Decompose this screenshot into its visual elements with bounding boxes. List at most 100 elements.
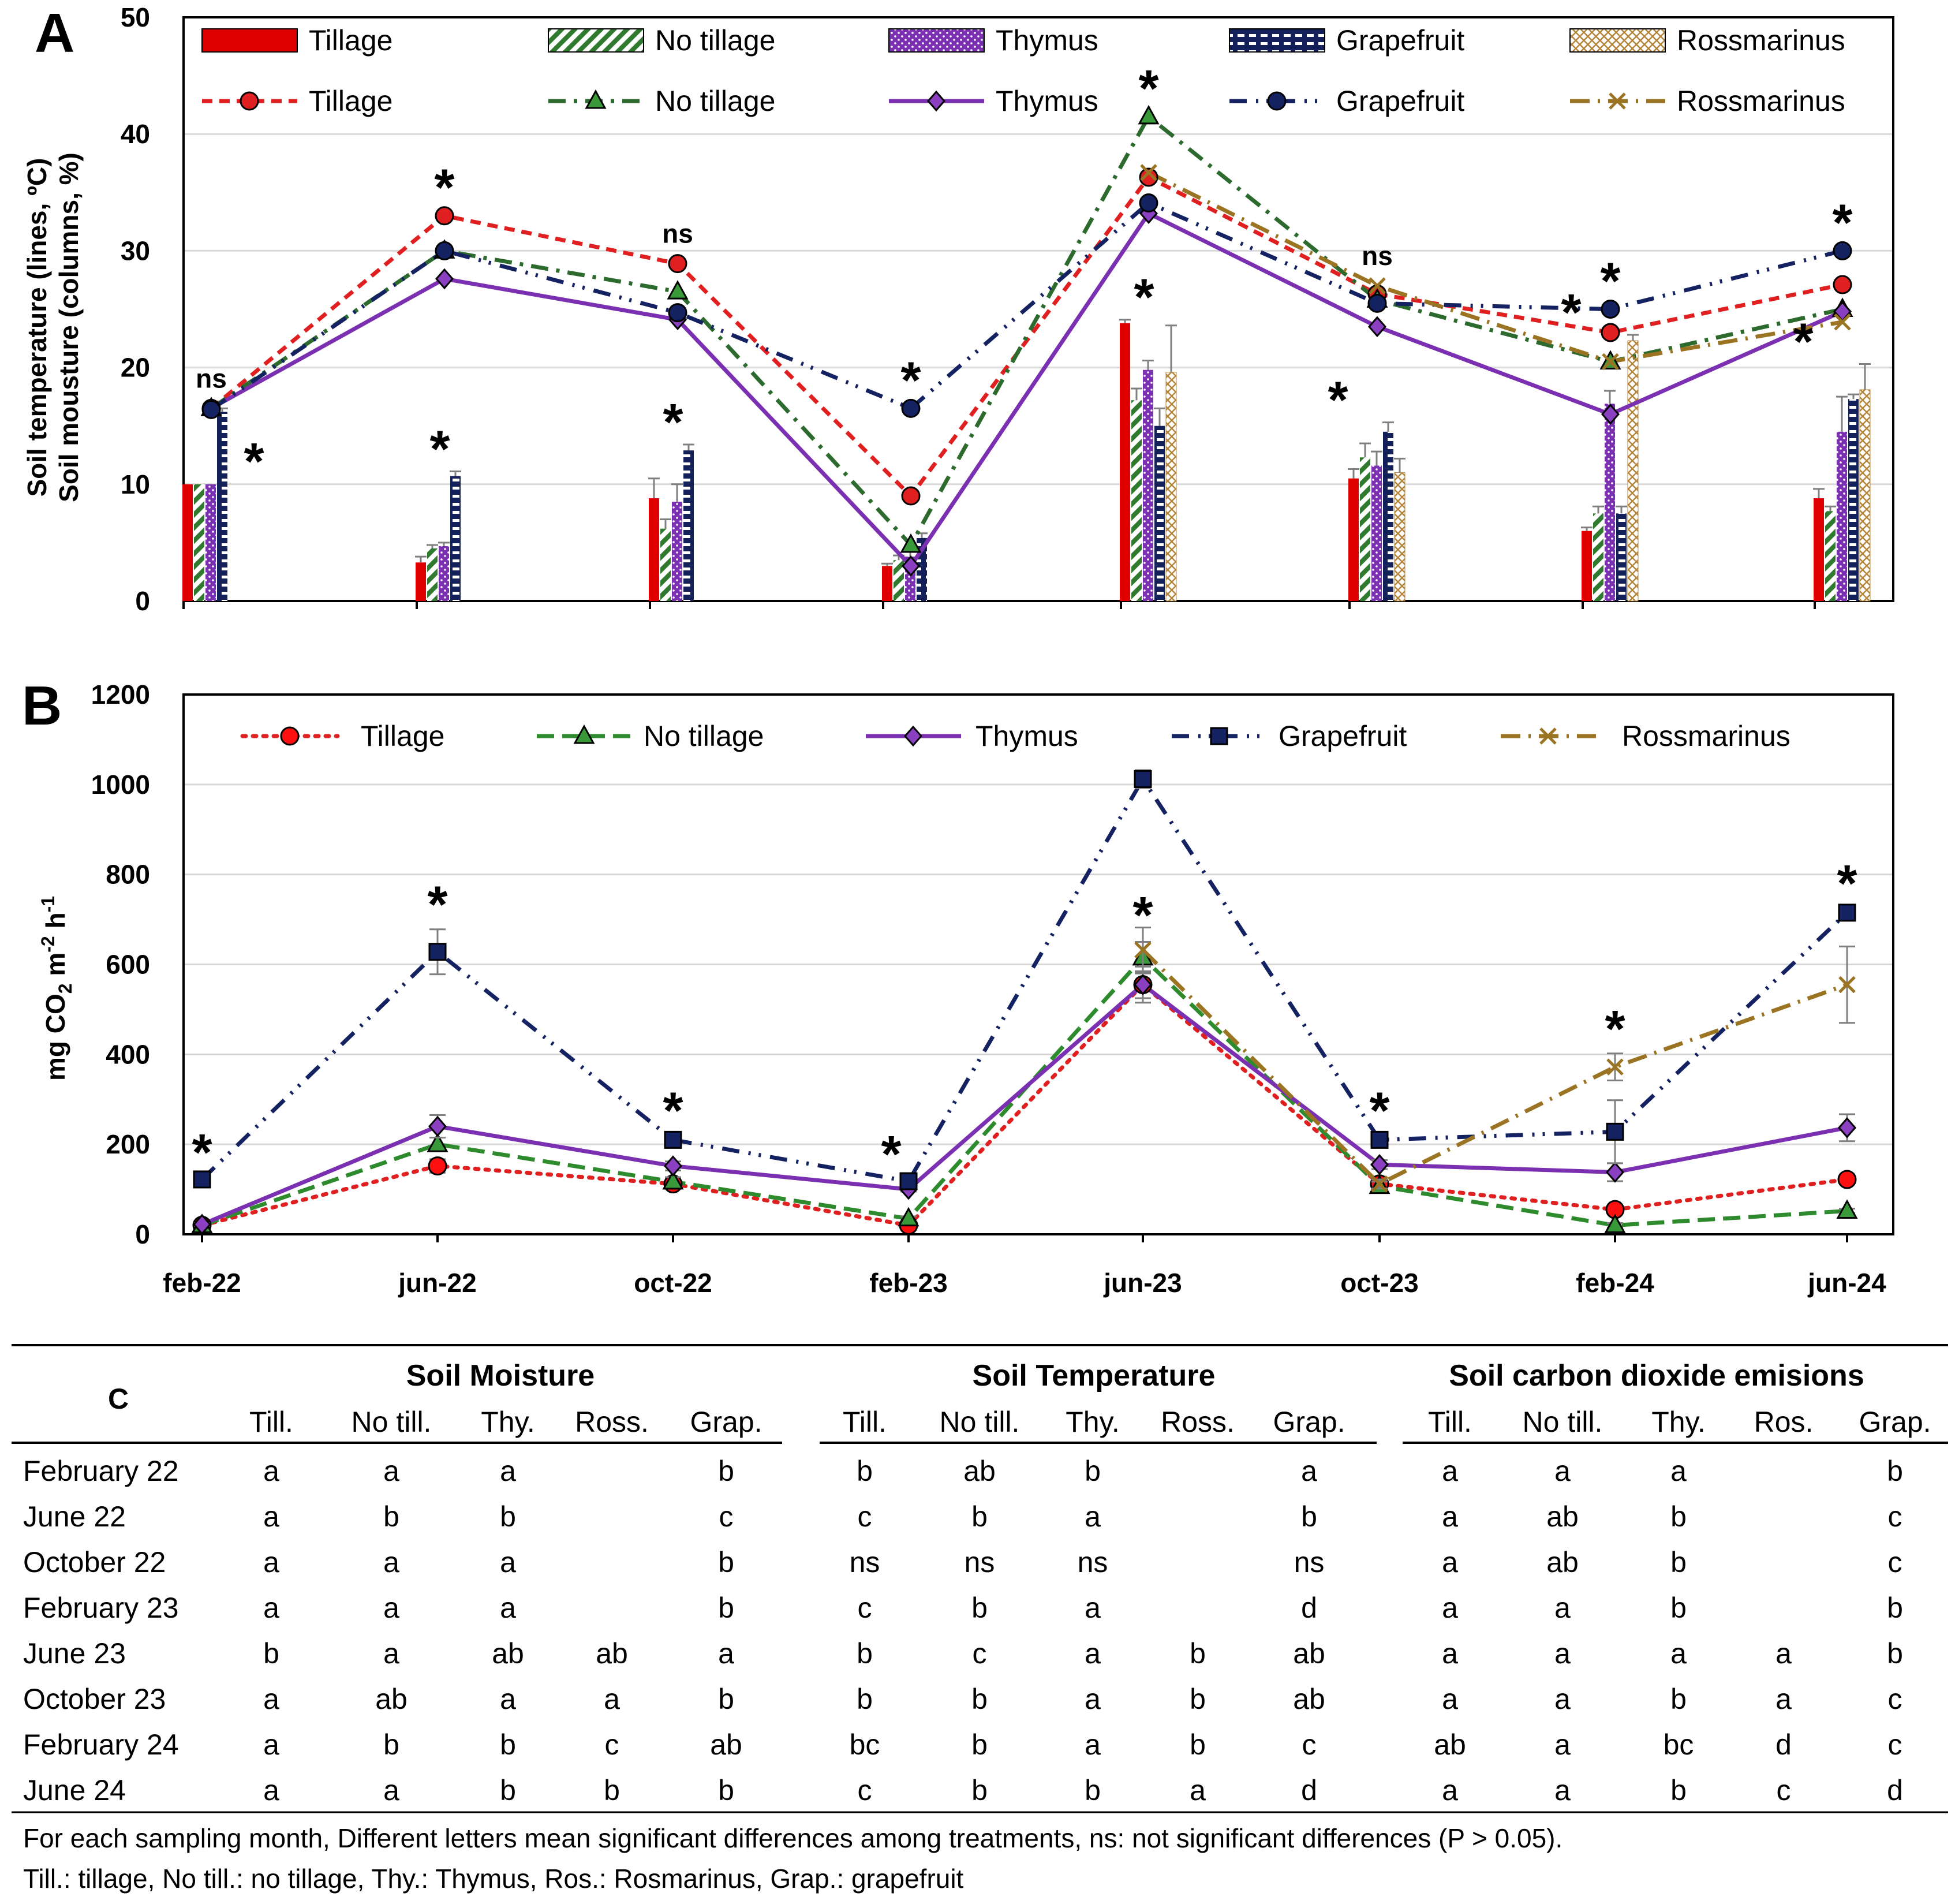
table-cell: b (971, 1728, 988, 1761)
annotation-star: * (244, 433, 264, 491)
legend-label-tillage: Tillage (309, 24, 393, 57)
legend-a: Tillage No tillage Thymus Grapefruit Rossmar… (201, 24, 1845, 117)
table-cell: a (1775, 1683, 1792, 1715)
chart-b: B mg CO2 m-2 h-1 0 200 400 600 800 1000 1200 f… (22, 675, 1894, 1298)
point-grapefruit (193, 1170, 211, 1189)
bar-no-tillage (1593, 513, 1603, 601)
point-grapefruit (664, 1130, 682, 1149)
y-tick-label-a: 30 (121, 236, 150, 266)
table-cell: ab (963, 1455, 996, 1487)
legend-label-thymus: Thymus (996, 85, 1098, 117)
y-tick-label-b: 0 (135, 1219, 150, 1249)
annotation-star: * (434, 159, 454, 217)
y-tick-label-a: 20 (121, 353, 150, 383)
table-cell: a (1554, 1683, 1571, 1715)
plot-frame-b (182, 693, 1894, 1235)
subheader-cell: Thy. (481, 1406, 535, 1438)
line-rossmarinus (1141, 949, 1848, 1186)
annotation-star: * (429, 421, 450, 479)
bar-grapefruit (217, 412, 227, 601)
lines-b (191, 769, 1858, 1235)
group-header-moisture: Soil Moisture (406, 1359, 595, 1392)
table-cell: b (718, 1683, 734, 1715)
table-cell: b (263, 1637, 279, 1670)
legend-swatch-rossmarinus (1569, 28, 1666, 53)
y-axis-label-a-line2: Soil mousture (columns, %) (54, 152, 84, 502)
point-thymus (1606, 1162, 1624, 1183)
table-cell: a (383, 1637, 399, 1670)
y-tick-label-b: 1000 (91, 770, 150, 800)
table-cell: c (858, 1774, 872, 1806)
annotation-star: * (1328, 372, 1348, 430)
subheader-cell: No till. (352, 1406, 432, 1438)
legend-swatch-grapefruit (1229, 28, 1325, 53)
legend-label-tillage: Tillage (309, 85, 393, 117)
bar-rossmarinus (1165, 372, 1177, 602)
legend-marker-grapefruit (1267, 91, 1287, 111)
annotation-star: * (1793, 313, 1813, 371)
y-tick-label-b: 800 (106, 860, 150, 890)
table-cell: b (718, 1546, 734, 1578)
legend-label-rossmarinus: Rossmarinus (1677, 24, 1845, 57)
table-cell: a (1554, 1728, 1571, 1761)
table-cell: b (1085, 1455, 1101, 1487)
table-cell: a (263, 1774, 279, 1806)
panel-label-a: A (35, 2, 74, 64)
subheader-cell: Grap. (1859, 1406, 1931, 1438)
table-cell: a (1301, 1455, 1317, 1487)
annotation-star: * (663, 394, 683, 451)
table-cell: ns (1078, 1546, 1108, 1578)
bar-thymus (1143, 369, 1153, 601)
row-label: October 22 (23, 1546, 166, 1578)
bar-grapefruit (683, 450, 694, 601)
line-tillage (210, 175, 1843, 498)
legend-label-tillage: Tillage (361, 720, 444, 752)
annotation-star-b: * (427, 876, 447, 934)
row-label: June 23 (23, 1637, 126, 1670)
point-thymus (193, 1214, 211, 1235)
table-cell: b (971, 1774, 988, 1806)
table-cell: b (718, 1774, 734, 1806)
point-grapefruit (1139, 193, 1158, 212)
bar-grapefruit (450, 476, 461, 601)
bar-rossmarinus (1627, 340, 1639, 602)
annotation-star-b: * (192, 1124, 212, 1182)
panel-label-b: B (22, 675, 62, 737)
y-tick-label-b: 600 (106, 950, 150, 980)
table-cell: ab (1546, 1546, 1579, 1578)
table-cell: a (263, 1455, 279, 1487)
table-cell: ab (710, 1728, 742, 1761)
table-cell: b (971, 1500, 988, 1533)
table-cell: b (1670, 1774, 1687, 1806)
subheader-cell: Ross. (575, 1406, 649, 1438)
legend-swatch-no-tillage (548, 28, 644, 53)
point-thymus (1368, 316, 1386, 338)
bar-thymus (672, 502, 682, 601)
point-tillage (901, 486, 921, 506)
table-cell: a (1442, 1455, 1458, 1487)
legend-label-grapefruit: Grapefruit (1279, 720, 1407, 752)
axes-a (182, 16, 1894, 609)
point-rossmarinus (1134, 941, 1152, 959)
annotation-ns: ns (662, 219, 693, 249)
bar-no-tillage (660, 528, 671, 601)
group-header-temperature: Soil Temperature (973, 1359, 1216, 1392)
table-cell: b (857, 1637, 873, 1670)
legend-marker-tillage (240, 91, 259, 111)
table-cell: b (383, 1500, 399, 1533)
point-tillage (1139, 167, 1158, 187)
table-cell: a (1442, 1500, 1458, 1533)
point-thymus (664, 1155, 682, 1177)
table-cell: a (1085, 1592, 1101, 1624)
subheader-cell: Till. (1428, 1406, 1472, 1438)
table-cell: c (1888, 1500, 1902, 1533)
table-cell: a (500, 1455, 516, 1487)
table-cell: ns (1294, 1546, 1325, 1578)
legend-label-thymus: Thymus (996, 24, 1098, 57)
table-cell: a (1442, 1637, 1458, 1670)
bar-no-tillage (1825, 511, 1836, 601)
table-cell: c (1302, 1728, 1317, 1761)
bar-grapefruit (1848, 399, 1859, 601)
subheader-cell: Thy. (1651, 1406, 1706, 1438)
bar-grapefruit (1383, 431, 1393, 601)
